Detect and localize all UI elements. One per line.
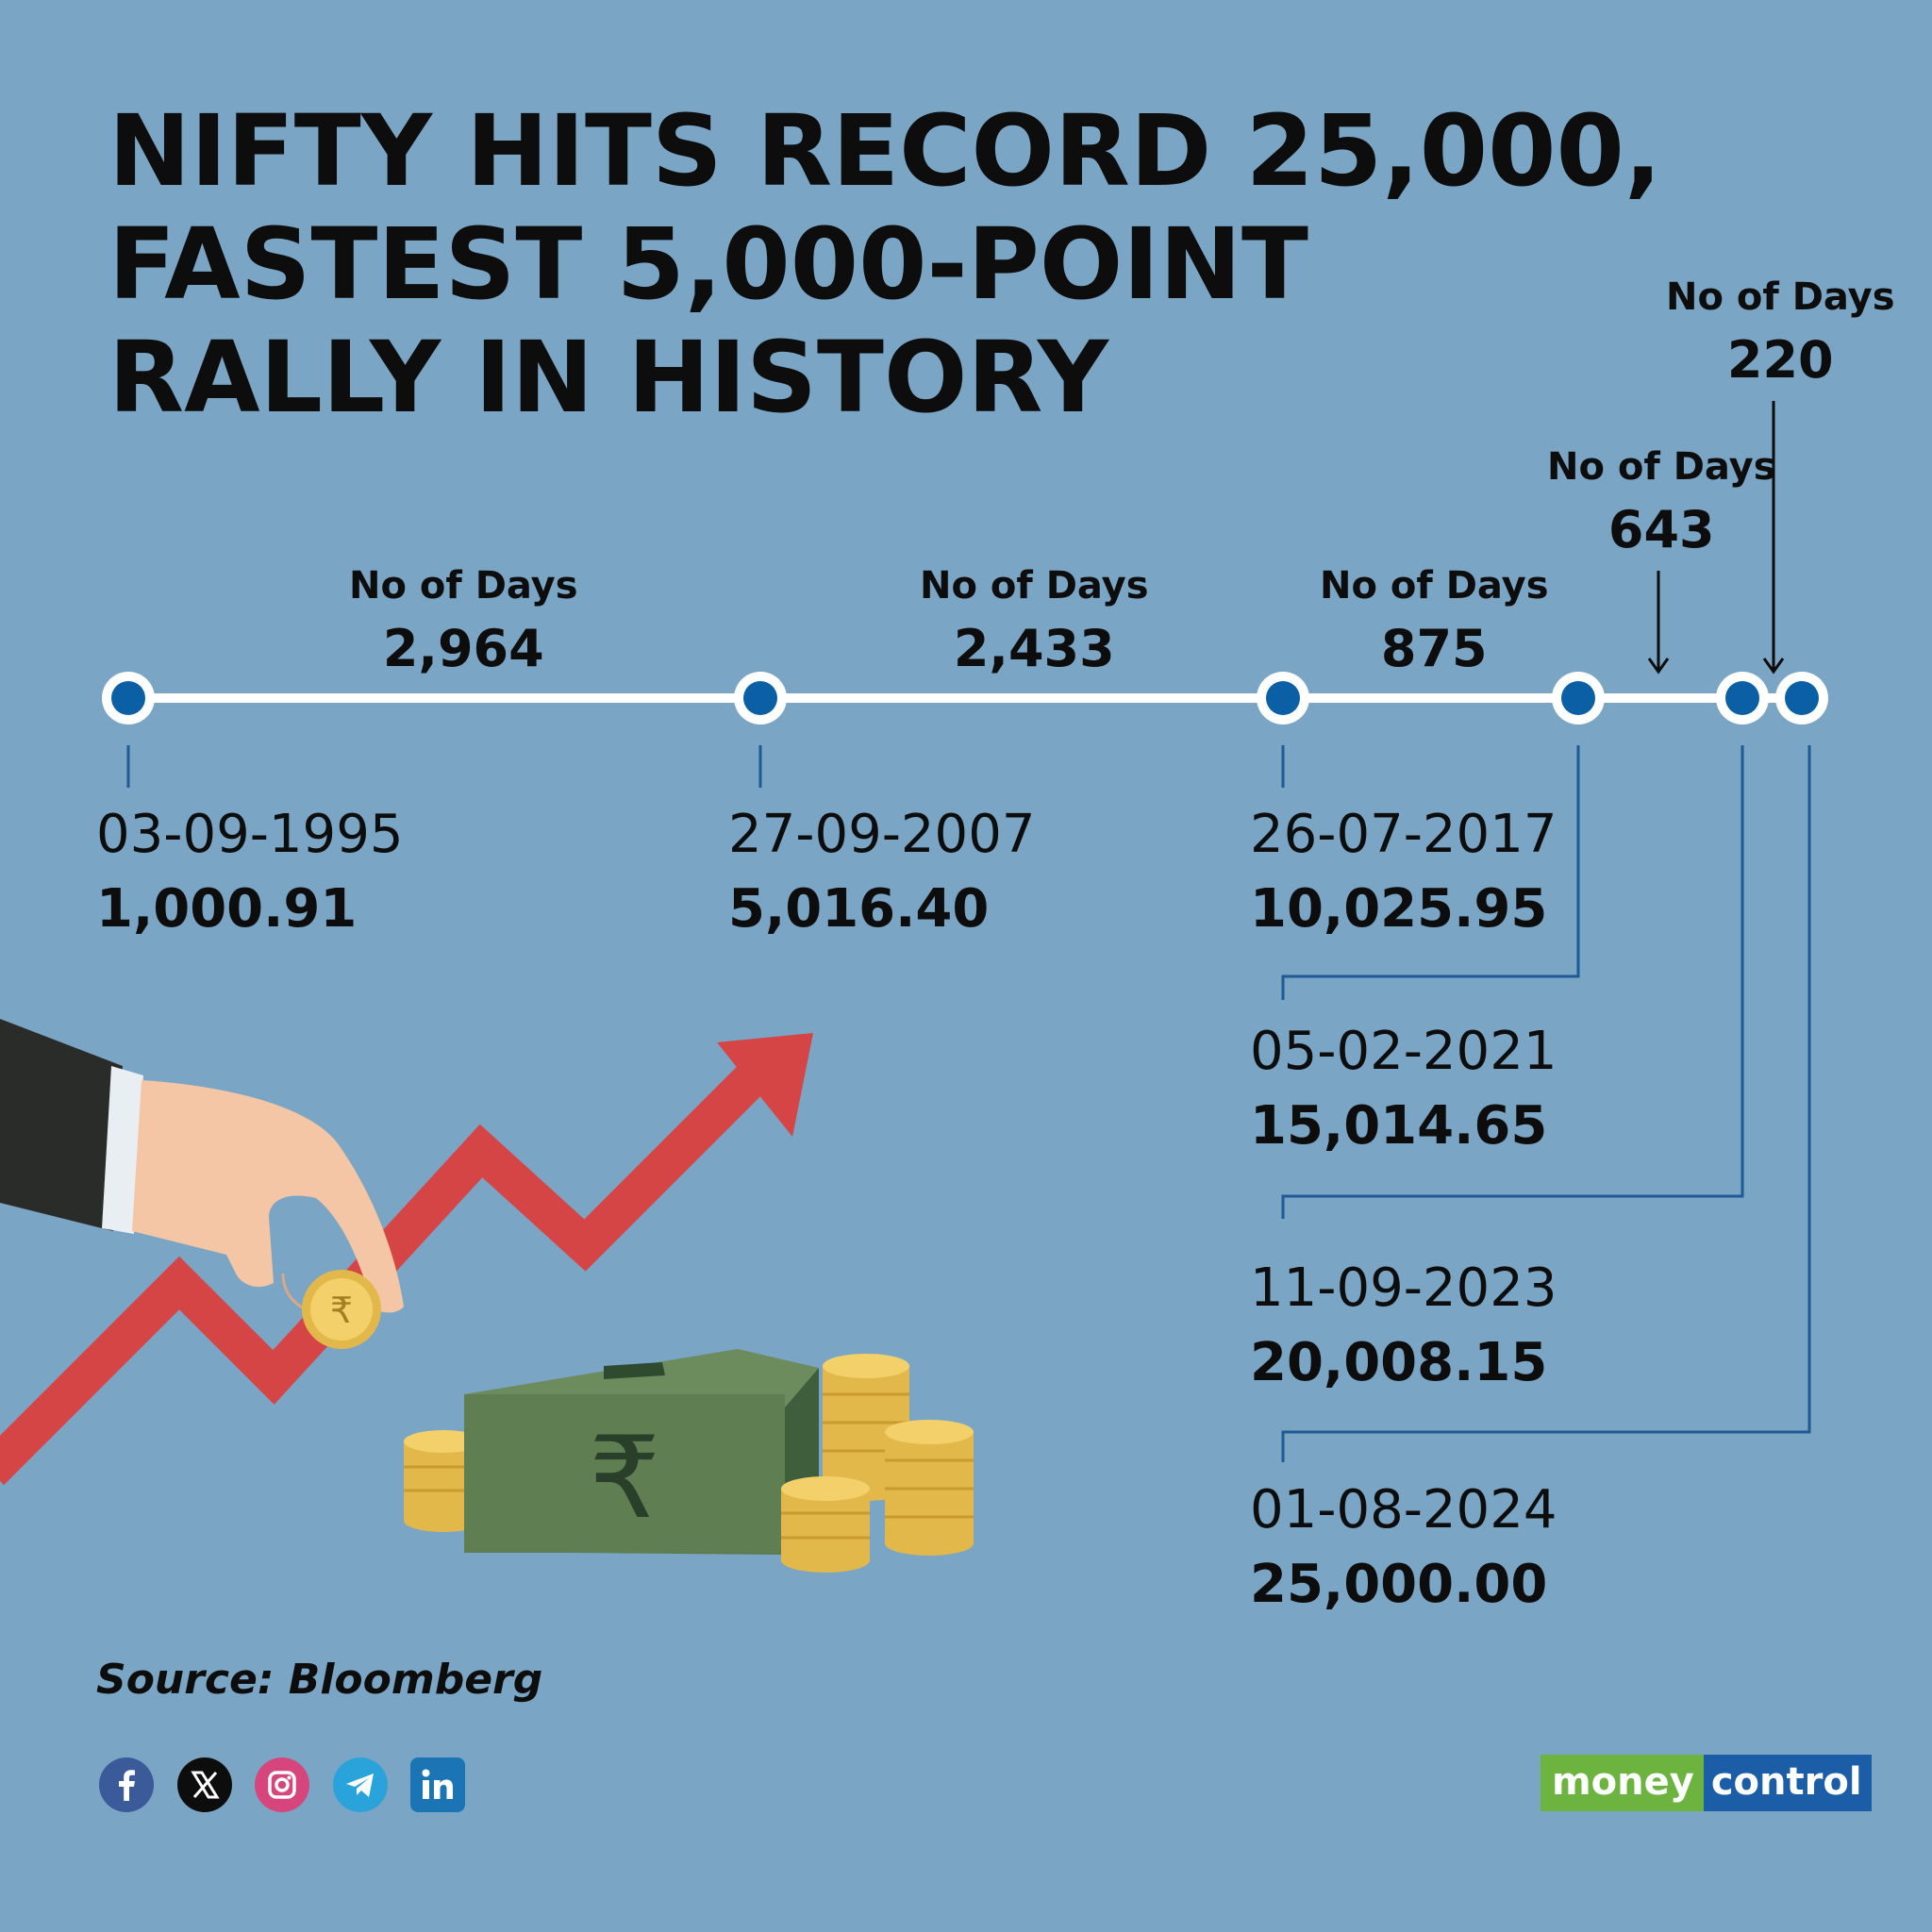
timeline-node-2023 (1716, 672, 1769, 724)
datapoint-2007: 27-09-2007 5,016.40 (728, 804, 1036, 940)
held-coin (302, 1270, 381, 1349)
logo-part-money: money (1541, 1755, 1704, 1811)
connector-2023 (1281, 745, 1744, 1219)
connector-2021 (1281, 745, 1580, 1000)
title-line-2: FASTEST 5,000-POINT (108, 207, 1308, 322)
telegram-icon[interactable] (333, 1757, 388, 1812)
coin-stack-front (781, 1476, 870, 1573)
timeline-node-2024 (1775, 672, 1828, 724)
interval-label-2: No of Days 2,433 (920, 564, 1149, 678)
timeline-node-2021 (1552, 672, 1605, 724)
linkedin-icon[interactable] (410, 1757, 465, 1812)
money-box (464, 1349, 819, 1555)
timeline-node-2017 (1257, 672, 1309, 724)
connector-2024 (1281, 745, 1811, 1462)
source-note: Source: Bloomberg (96, 1656, 543, 1704)
coin-stack-right (885, 1420, 974, 1556)
timeline-nodes (102, 672, 1828, 724)
pointer-arrow-220-head (1762, 658, 1785, 675)
instagram-icon[interactable] (255, 1757, 309, 1812)
interval-label-4: No of Days 643 (1547, 445, 1776, 559)
title-line-1: NIFTY HITS RECORD 25,000, (108, 93, 1662, 208)
timeline-node-1995 (102, 672, 155, 724)
hand-illustration (0, 1019, 404, 1313)
timeline-node-2007 (734, 672, 787, 724)
datapoint-2023: 11-09-2023 20,008.15 (1250, 1257, 1557, 1393)
money-box-rupee: ₹ (589, 1413, 660, 1544)
facebook-icon[interactable] (99, 1757, 154, 1812)
datapoint-2024: 01-08-2024 25,000.00 (1250, 1479, 1557, 1615)
moneycontrol-logo[interactable]: money control (1541, 1755, 1872, 1811)
growth-arrow-head (717, 1033, 813, 1137)
interval-label-5: No of Days 220 (1666, 275, 1895, 390)
logo-part-control: control (1703, 1755, 1872, 1811)
x-icon[interactable] (177, 1757, 232, 1812)
datapoint-2021: 05-02-2021 15,014.65 (1250, 1021, 1557, 1157)
datapoint-2017: 26-07-2017 10,025.95 (1250, 804, 1557, 940)
title-line-3: RALLY IN HISTORY (108, 320, 1109, 435)
held-coin-rupee: ₹ (330, 1290, 353, 1331)
interval-label-3: No of Days 875 (1320, 564, 1549, 678)
interval-label-1: No of Days 2,964 (349, 564, 578, 678)
datapoint-1995: 03-09-1995 1,000.91 (96, 804, 404, 940)
pointer-arrow-643-head (1647, 658, 1670, 675)
